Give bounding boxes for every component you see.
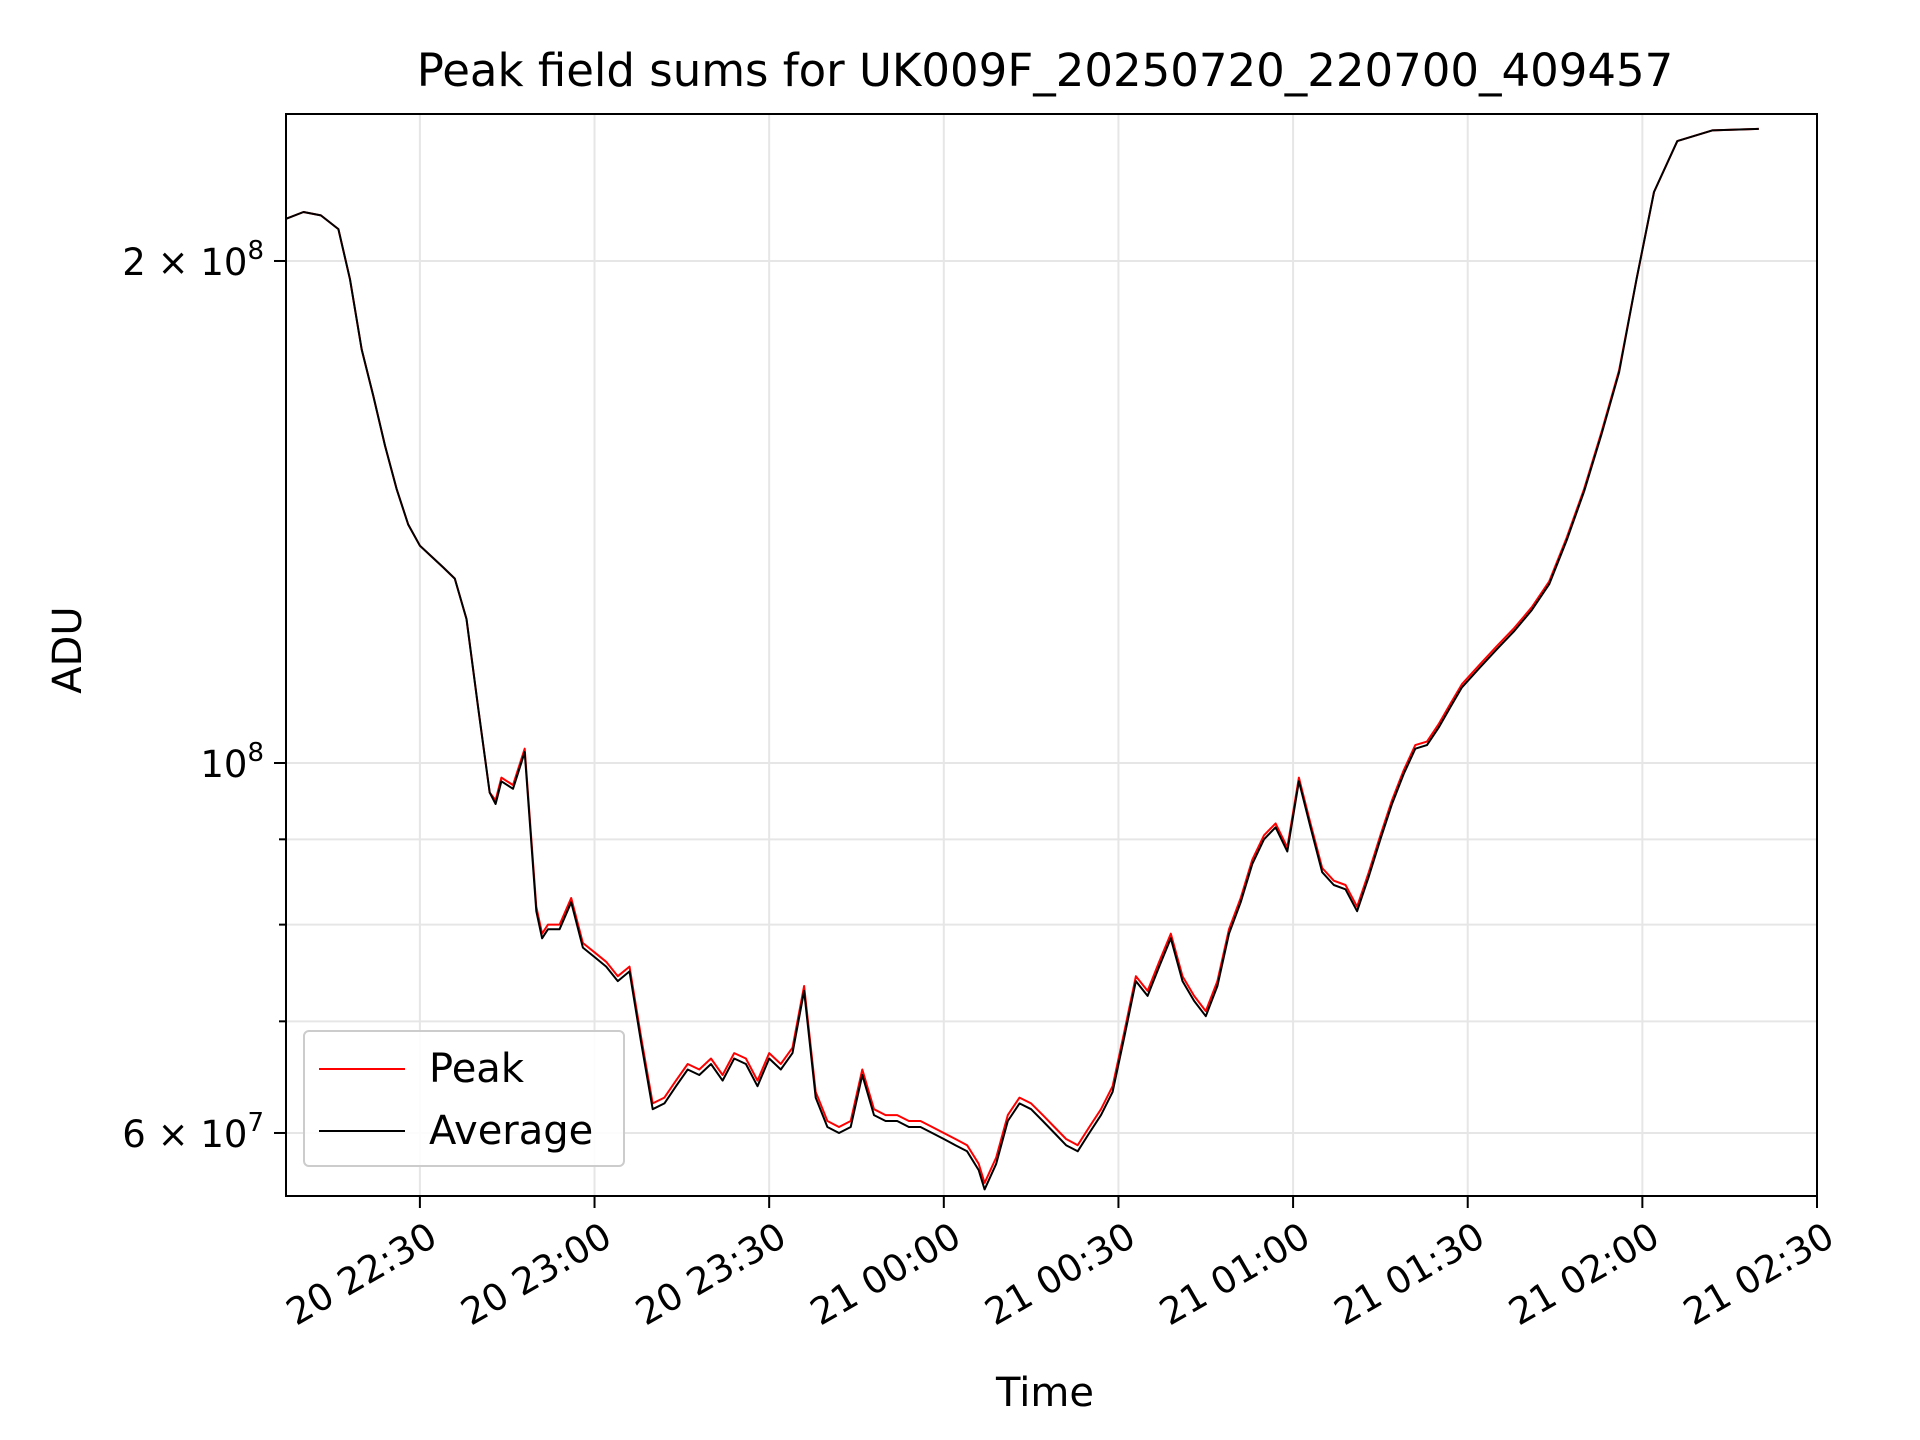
series-lines <box>285 127 1759 1191</box>
grid-lines <box>286 114 1818 1196</box>
x-tick-label: 21 00:30 <box>978 1214 1143 1334</box>
y-axis-label: ADU <box>45 606 91 694</box>
legend-label-average: Average <box>429 1108 594 1154</box>
chart-title: Peak field sums for UK009F_20250720_2207… <box>416 44 1674 97</box>
y-tick-label: 2 × 108 <box>122 236 264 284</box>
plot-area-frame <box>285 113 1818 1197</box>
legend-item-peak: Peak <box>319 1044 619 1094</box>
legend-label-peak: Peak <box>429 1046 524 1092</box>
legend-item-average: Average <box>319 1106 619 1156</box>
x-tick-label: 20 22:30 <box>279 1214 444 1334</box>
x-tick-label: 21 00:00 <box>803 1214 968 1334</box>
y-axis: 6 × 107 108 2 × 108 <box>122 236 286 1156</box>
x-tick-label: 21 02:00 <box>1502 1214 1667 1334</box>
legend: Peak Average <box>303 1030 625 1167</box>
x-tick-label: 20 23:30 <box>628 1214 793 1334</box>
x-tick-label: 21 01:00 <box>1152 1214 1317 1334</box>
x-tick-label: 21 02:30 <box>1676 1214 1841 1334</box>
x-tick-label: 20 23:00 <box>454 1214 619 1334</box>
y-tick-label: 6 × 107 <box>122 1108 264 1156</box>
y-tick-label: 108 <box>200 738 264 786</box>
legend-swatch-peak <box>319 1068 405 1070</box>
x-axis-label: Time <box>996 1370 1094 1416</box>
x-tick-label: 21 01:30 <box>1327 1214 1492 1334</box>
series-line-average <box>285 127 1759 1191</box>
x-axis: 20 22:30 20 23:00 20 23:30 21 00:00 21 00:30… <box>279 1196 1841 1334</box>
legend-swatch-average <box>319 1130 405 1132</box>
series-line-peak <box>285 127 1759 1184</box>
